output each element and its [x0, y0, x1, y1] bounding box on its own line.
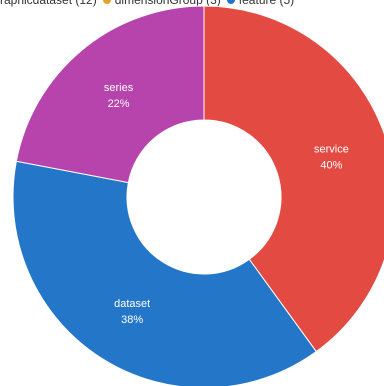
slice-dataset[interactable]	[12, 160, 317, 386]
slice-percent-dataset: 38%	[121, 314, 143, 326]
slice-percent-service: 40%	[320, 160, 342, 172]
legend-label-1: dimensionGroup (3)	[114, 0, 221, 7]
slice-label-series: series	[104, 82, 134, 94]
slice-series[interactable]	[15, 5, 205, 184]
legend-label-2: feature (5)	[238, 0, 295, 7]
chart-legend: raphicdataset (12) dimensionGroup (3) feat…	[0, 0, 300, 7]
donut-slices	[12, 5, 384, 386]
slice-service[interactable]	[203, 5, 384, 353]
legend-swatch-1	[102, 0, 111, 4]
legend-swatch-2	[226, 0, 235, 4]
slice-label-service: service	[314, 144, 349, 156]
legend-item-2[interactable]: feature (5)	[226, 0, 295, 7]
slice-labels: service 40% dataset 38% series 22%	[104, 82, 349, 326]
legend-label-0: raphicdataset (12)	[0, 0, 97, 7]
legend-item-1[interactable]: dimensionGroup (3)	[102, 0, 221, 7]
slice-label-dataset: dataset	[114, 298, 150, 310]
slice-percent-series: 22%	[108, 98, 130, 110]
legend-item-0[interactable]: raphicdataset (12)	[0, 0, 97, 7]
